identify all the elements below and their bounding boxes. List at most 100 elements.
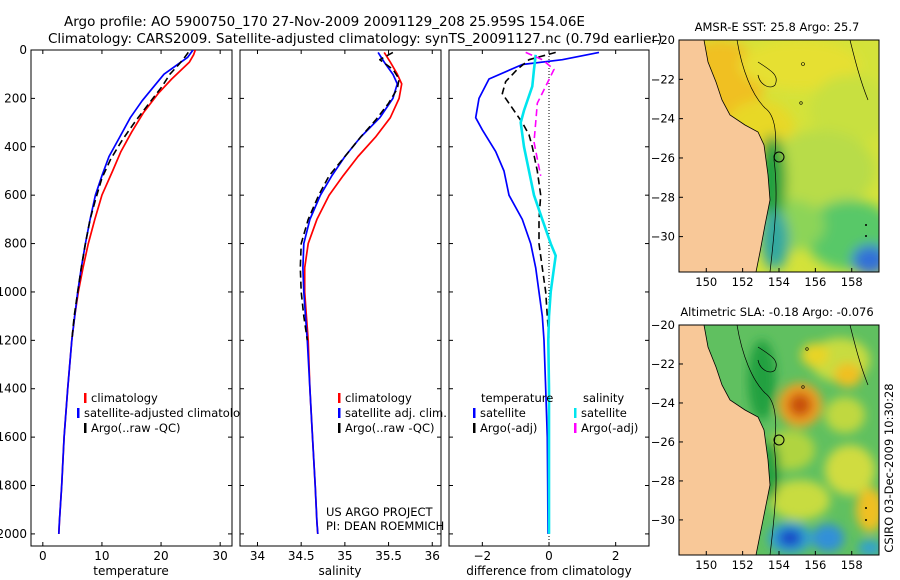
project-note-line-1: US ARGO PROJECT (326, 505, 434, 519)
salinity-xlabel: salinity (318, 564, 361, 578)
y-tick-label: 200 (4, 91, 27, 105)
difference-panel: −2 0 2 difference from climatology tempera… (448, 49, 650, 578)
sla-map-field (679, 325, 879, 555)
map-x-tick-label: 150 (695, 275, 717, 289)
y-tick-label: 1800 (0, 479, 27, 493)
map-y-tick-label: −28 (651, 474, 675, 488)
sst-island-marker (865, 235, 867, 237)
sst-island-marker (801, 62, 805, 66)
series-line-temperature-argo-adj- (501, 51, 556, 341)
y-tick-label: 1400 (0, 382, 27, 396)
y-tick-label: 400 (4, 140, 27, 154)
temperature-xlabel: temperature (93, 564, 168, 578)
series-line-salinity-argo-adj- (525, 51, 555, 176)
salinity-legend: climatology satellite adj. clim. Argo(..… (338, 391, 447, 435)
y-tick-label: 0 (19, 43, 27, 57)
temperature-panel: 0 10 20 30 0 200 400 600 800 1000 1200 1400 1600 1800… (0, 43, 254, 578)
map-y-tick-label: −28 (651, 190, 675, 204)
legend-swatch-argo (338, 423, 341, 433)
legend-swatch-satellite (77, 408, 80, 418)
map-y-tick-label: −20 (651, 33, 675, 47)
legend-swatch-temp-argo (473, 423, 476, 433)
legend-label-satellite-adjusted: satellite-adjusted climatology (84, 406, 254, 420)
x-tick-label: 20 (153, 549, 168, 563)
map-y-tick-label: −22 (651, 72, 675, 86)
map-x-tick-label: 150 (695, 558, 717, 572)
legend-swatch-satellite (338, 408, 341, 418)
sst-map-title: AMSR-E SST: 25.8 Argo: 25.7 (695, 20, 860, 34)
legend-swatch-climatology (338, 393, 341, 403)
map-y-tick-label: −30 (651, 230, 675, 244)
legend-swatch-sal-argo (574, 423, 577, 433)
legend-label-temp-argo: Argo(-adj) (480, 421, 537, 435)
legend-swatch-climatology (84, 393, 87, 403)
legend-label-satellite-adj: satellite adj. clim. (345, 406, 447, 420)
sst-shelf-contour (736, 40, 777, 272)
legend-swatch-argo (84, 423, 87, 433)
legend-label-sal-satellite: satellite (581, 406, 627, 420)
x-tick-label: 36 (425, 549, 440, 563)
sst-island-marker (799, 101, 803, 105)
legend-label-temp-satellite: satellite (480, 406, 526, 420)
x-tick-label: 35 (337, 549, 352, 563)
sst-island-marker (865, 224, 867, 226)
map-x-tick-label: 158 (841, 558, 863, 572)
map-x-tick-label: 156 (804, 558, 826, 572)
legend-swatch-temp-satellite (473, 408, 476, 418)
temperature-legend: climatology satellite-adjusted climatolo… (77, 391, 254, 435)
sla-shelf-contour (736, 325, 777, 555)
map-y-tick-label: −30 (651, 513, 675, 527)
series-line-temperature-satellite (474, 51, 600, 534)
series-line-argo-raw-qc- (299, 51, 400, 341)
map-x-tick-label: 152 (732, 275, 754, 289)
header-line-2: Climatology: CARS2009. Satellite-adjuste… (48, 31, 662, 47)
sst-map-panel: AMSR-E SST: 25.8 Argo: 25.7 (651, 20, 880, 289)
x-tick-label: 34 (250, 549, 265, 563)
x-tick-label: 0 (545, 549, 553, 563)
australian-coast-land (679, 40, 770, 272)
y-tick-label: 2000 (0, 527, 27, 541)
header-line-1: Argo profile: AO 5900750_170 27-Nov-2009… (64, 14, 585, 30)
difference-legend: temperature satellite Argo(-adj) salinit… (473, 391, 638, 435)
map-y-tick-label: −22 (651, 357, 675, 371)
legend-label-argo: Argo(..raw -QC) (345, 421, 435, 435)
map-x-tick-label: 156 (804, 275, 826, 289)
y-tick-label: 600 (4, 188, 27, 202)
salinity-panel: 34 34.5 35 35.5 36 salinity climatology sate… (239, 49, 447, 578)
map-y-tick-label: −20 (651, 318, 675, 332)
sla-island-marker (865, 519, 867, 521)
y-tick-label: 1000 (0, 285, 27, 299)
legend-label-argo: Argo(..raw -QC) (91, 421, 181, 435)
map-x-tick-label: 158 (841, 275, 863, 289)
sla-island-marker (865, 507, 867, 509)
map-y-tick-label: −26 (651, 435, 675, 449)
y-tick-label: 1600 (0, 430, 27, 444)
sla-map-panel: Altimetric SLA: -0.18 Argo: -0.076 (651, 305, 880, 572)
sla-argo-location-marker (773, 434, 785, 446)
x-tick-label: 0 (39, 549, 47, 563)
x-tick-label: 35.5 (375, 549, 402, 563)
temperature-axes-box (30, 49, 233, 547)
x-tick-label: 10 (94, 549, 109, 563)
legend-label-climatology: climatology (345, 391, 412, 405)
sla-island-marker (805, 347, 809, 351)
legend-label-climatology: climatology (91, 391, 158, 405)
sst-reef-contour (757, 40, 869, 101)
x-tick-label: −2 (473, 549, 491, 563)
map-x-tick-label: 154 (768, 558, 790, 572)
australian-coast-land (679, 325, 770, 555)
legend-swatch-sal-satellite (574, 408, 577, 418)
y-tick-label: 800 (4, 237, 27, 251)
map-x-tick-label: 152 (732, 558, 754, 572)
legend-label-sal-argo: Argo(-adj) (581, 421, 638, 435)
y-tick-label: 1200 (0, 333, 27, 347)
map-x-tick-label: 154 (768, 275, 790, 289)
x-tick-label: 30 (213, 549, 228, 563)
x-tick-label: 34.5 (288, 549, 315, 563)
salinity-axes-box (239, 49, 442, 547)
series-line-satellite-adj-clim- (302, 51, 399, 534)
series-line-argo-raw-qc- (71, 51, 189, 341)
map-y-tick-label: −24 (651, 396, 675, 410)
project-note-line-2: PI: DEAN ROEMMICH (326, 519, 444, 533)
